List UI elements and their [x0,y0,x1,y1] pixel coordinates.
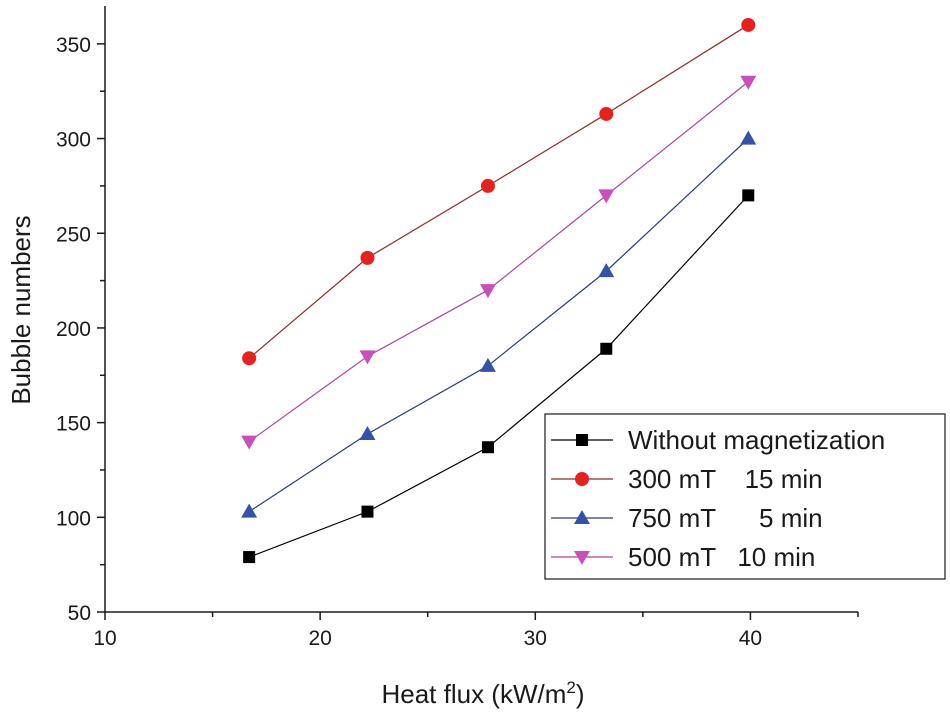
x-axis-title: Heat flux (kW/m2) [381,678,584,709]
data-point [741,17,756,32]
x-axis-title-superscript: 2 [566,678,575,697]
y-tick-label: 100 [56,507,91,530]
data-point [479,284,496,299]
legend-marker [574,510,590,524]
legend-entry: 500 mT 10 min [551,542,815,572]
data-point [242,351,257,366]
x-tick-label: 20 [308,627,331,650]
data-point [243,551,256,564]
data-point [598,189,615,204]
axes: 10 20 30 40 50 100 150 200 250 300 350 [56,6,859,650]
data-point [359,425,376,440]
series-3 [241,75,757,450]
x-tick-label: 40 [739,627,762,650]
data-point [361,505,374,518]
x-tick-label: 30 [524,627,547,650]
data-point [479,357,496,372]
legend-label: 500 mT 10 min [628,542,815,572]
data-point [740,130,757,145]
legend-marker [575,472,589,486]
series-layer [241,17,757,564]
y-tick-label: 200 [56,318,91,341]
x-axis-title-suffix: ) [576,679,585,709]
x-tick-label: 10 [93,627,116,650]
y-tick-label: 300 [56,129,91,152]
y-tick-label: 350 [56,34,91,57]
data-point [480,178,495,193]
series-2 [241,130,757,518]
legend-label: 300 mT 15 min [628,464,823,494]
data-point [600,342,613,355]
series-line [248,81,749,443]
data-point [241,435,258,450]
legend-marker [576,434,588,446]
data-point [481,441,494,454]
legend-box [544,413,946,580]
y-tick-label: 250 [56,223,91,246]
data-point [241,503,258,518]
legend-label: 750 mT 5 min [628,503,823,533]
data-point [742,189,755,202]
legend-label: Without magnetization [628,425,885,455]
data-point [359,350,376,365]
series-0 [243,189,755,564]
data-point [599,106,614,121]
data-point [360,250,375,265]
y-tick-label: 150 [56,413,91,436]
series-line [248,24,749,359]
series-1 [242,17,756,366]
legend-marker [574,551,590,565]
y-tick-label: 50 [68,602,91,625]
data-point [740,75,757,90]
legend: Without magnetization 300 mT 15 min 750 mT… [544,413,946,580]
legend-entry: 750 mT 5 min [551,503,823,533]
data-point [598,263,615,278]
legend-entry: Without magnetization [551,425,885,455]
legend-entry: 300 mT 15 min [551,464,823,494]
y-axis-title: Bubble numbers [6,215,36,404]
